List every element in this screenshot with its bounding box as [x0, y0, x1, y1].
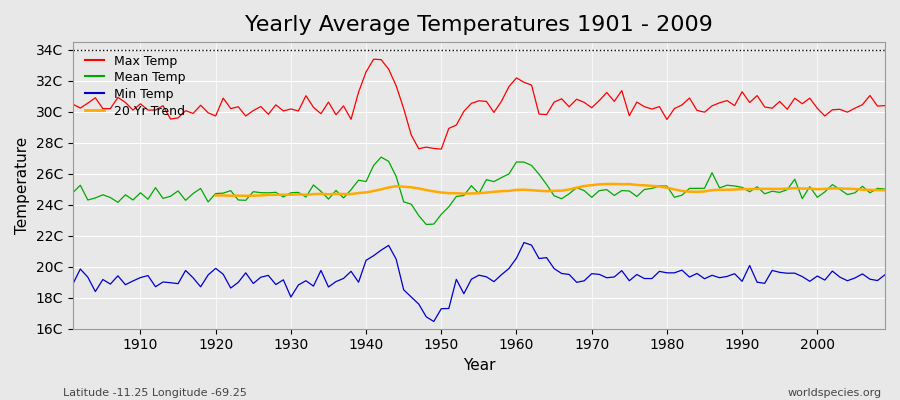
Mean Temp [128, 198, 139, 202]
20 Yr Trend [211, 193, 221, 198]
Min Temp [428, 319, 439, 324]
Max Temp [526, 83, 537, 88]
Mean Temp [526, 163, 537, 168]
Max Temp [436, 147, 446, 152]
Max Temp [879, 103, 890, 108]
Max Temp [616, 88, 627, 93]
Legend: Max Temp, Mean Temp, Min Temp, 20 Yr Trend: Max Temp, Mean Temp, Min Temp, 20 Yr Tre… [79, 48, 192, 124]
Text: worldspecies.org: worldspecies.org [788, 388, 882, 398]
Mean Temp [293, 190, 304, 195]
Y-axis label: Temperature: Temperature [15, 137, 30, 234]
Line: Min Temp: Min Temp [73, 242, 885, 322]
Line: Mean Temp: Mean Temp [73, 157, 885, 224]
Max Temp [128, 108, 139, 112]
Min Temp [526, 243, 537, 248]
Max Temp [68, 102, 78, 106]
Max Temp [368, 57, 379, 62]
20 Yr Trend [308, 192, 319, 196]
Mean Temp [375, 155, 386, 160]
Title: Yearly Average Temperatures 1901 - 2009: Yearly Average Temperatures 1901 - 2009 [245, 15, 713, 35]
20 Yr Trend [691, 190, 702, 194]
20 Yr Trend [879, 188, 890, 193]
Min Temp [616, 268, 627, 273]
Min Temp [879, 272, 890, 277]
Min Temp [518, 240, 529, 245]
20 Yr Trend [240, 194, 251, 198]
20 Yr Trend [865, 188, 876, 192]
Mean Temp [421, 222, 432, 227]
Max Temp [518, 80, 529, 85]
Max Temp [338, 104, 349, 108]
Min Temp [511, 256, 522, 260]
Min Temp [338, 276, 349, 281]
Min Temp [293, 282, 304, 287]
Mean Temp [879, 187, 890, 192]
Min Temp [68, 282, 78, 287]
20 Yr Trend [782, 186, 793, 191]
20 Yr Trend [421, 188, 432, 192]
Mean Temp [68, 190, 78, 195]
Mean Temp [616, 188, 627, 193]
Line: 20 Yr Trend: 20 Yr Trend [216, 184, 885, 196]
Mean Temp [338, 196, 349, 200]
Mean Temp [518, 160, 529, 164]
20 Yr Trend [609, 182, 620, 186]
Line: Max Temp: Max Temp [73, 59, 885, 149]
Text: Latitude -11.25 Longitude -69.25: Latitude -11.25 Longitude -69.25 [63, 388, 247, 398]
X-axis label: Year: Year [463, 358, 495, 373]
Max Temp [293, 108, 304, 113]
20 Yr Trend [796, 186, 807, 191]
Min Temp [128, 278, 139, 283]
